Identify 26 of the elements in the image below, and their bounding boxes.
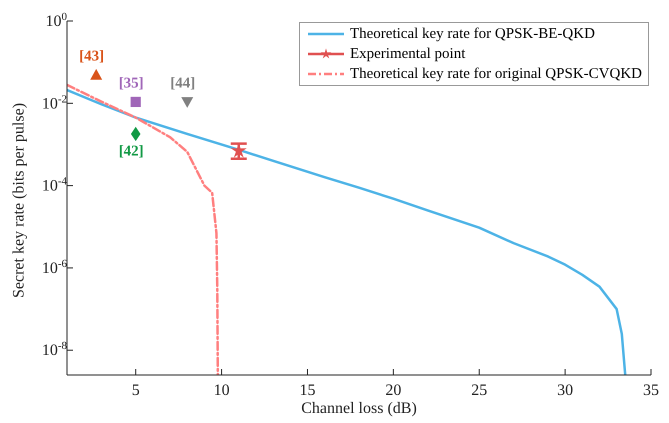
- y-tick-label: 10$^{-6}$: [42, 258, 68, 277]
- y-tick-label: 10$^{-2}$: [42, 93, 67, 112]
- point: [130, 126, 141, 142]
- x-axis-title: Channel loss (dB): [301, 400, 417, 417]
- point: [130, 96, 141, 108]
- line-series: [67, 88, 626, 375]
- y-axis-title: Secret key rate (bits per pulse): [10, 102, 28, 298]
- y-tick-label: 10$^{-8}$: [42, 340, 68, 360]
- y-tick-label: 10$^{0}$: [46, 11, 68, 30]
- x-tick-label: 30: [557, 382, 574, 399]
- x-tick-label: 5: [132, 382, 140, 399]
- point: [90, 68, 102, 80]
- legend-label: Theoretical key rate for original QPSK-CVQKD: [350, 65, 642, 84]
- x-tick-label: 25: [471, 382, 488, 399]
- point: [181, 97, 194, 108]
- x-tick-label: 35: [643, 382, 659, 399]
- series-label: [42]: [118, 143, 144, 160]
- series-label: [43]: [79, 48, 104, 64]
- y-tick-label: 10$^{-4}$: [42, 176, 68, 195]
- x-tick-label: 10: [214, 382, 230, 399]
- x-tick-label: 20: [385, 382, 402, 399]
- series-label: [44]: [170, 75, 196, 92]
- legend-label: Experimental point: [350, 45, 466, 64]
- series-label: [35]: [118, 75, 144, 92]
- x-tick-label: 15: [299, 382, 316, 399]
- legend-label: Theoretical key rate for QPSK-BE-QKD: [350, 25, 595, 44]
